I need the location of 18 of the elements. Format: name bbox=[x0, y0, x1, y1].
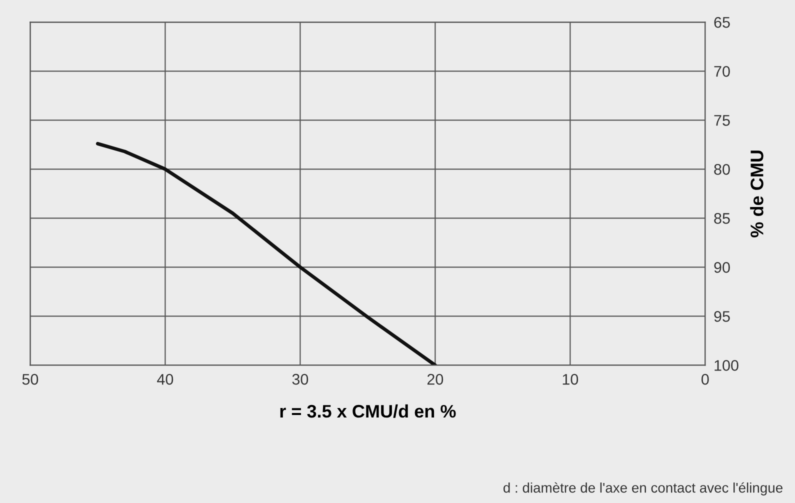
y-tick-label: 100 bbox=[714, 360, 738, 371]
y-tick-label: 65 bbox=[714, 17, 730, 28]
x-axis-title: r = 3.5 x CMU/d en % bbox=[280, 404, 456, 418]
y-tick-label: 70 bbox=[714, 66, 730, 77]
y-tick-label: 90 bbox=[714, 262, 730, 273]
text: d : diamètre de l'axe en contact avec l'élingue bbox=[504, 482, 782, 496]
x-tick-label: 10 bbox=[562, 374, 578, 385]
x-tick-label: 0 bbox=[702, 374, 709, 385]
y-axis-title: % de CMU bbox=[750, 150, 764, 238]
x-tick-label: 40 bbox=[157, 374, 174, 385]
line-series bbox=[96, 142, 437, 366]
x-tick-label: 50 bbox=[22, 374, 38, 385]
x-tick-label: 20 bbox=[427, 374, 444, 385]
y-tick-label: 85 bbox=[714, 213, 730, 224]
x-tick-label: 30 bbox=[292, 374, 308, 385]
y-tick-label: 80 bbox=[714, 164, 730, 175]
y-tick-label: 95 bbox=[714, 311, 730, 322]
y-tick-label: 75 bbox=[714, 115, 730, 126]
